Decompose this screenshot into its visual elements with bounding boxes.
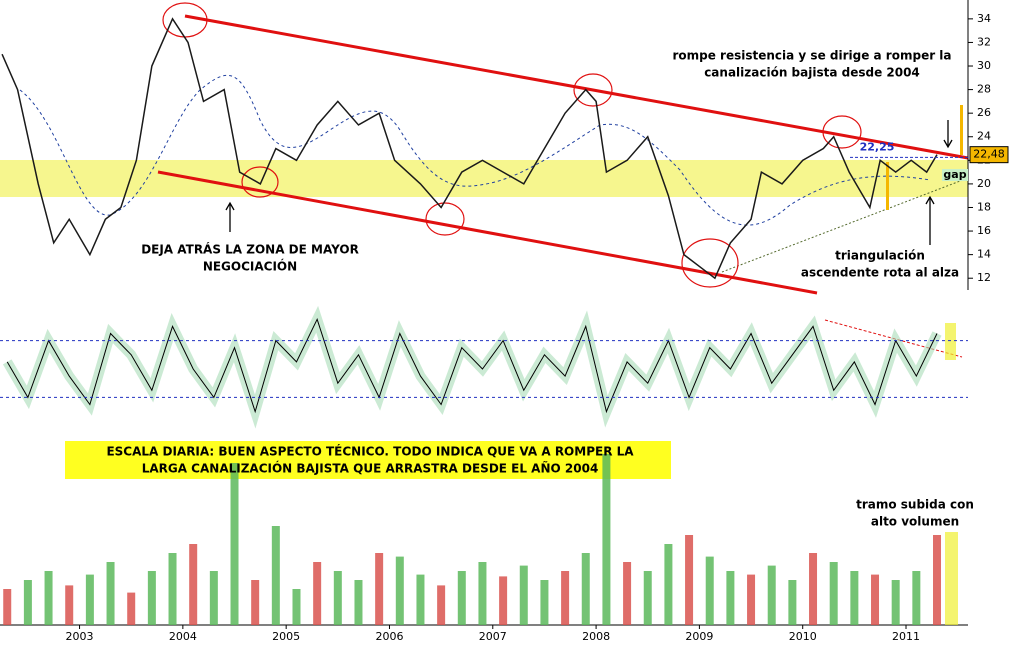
volume-bar [561,571,570,625]
volume-bar [726,571,735,625]
x-tick-label: 2009 [685,630,713,643]
y-tick-label: 28 [977,83,991,96]
volume-bar [375,553,384,625]
oscillator-line [6,317,938,414]
y-tick-label: 30 [977,59,991,72]
highlight-circles [162,2,862,288]
volume-bar [891,580,900,625]
volume-bar [499,576,508,625]
volume-bar [850,571,859,625]
summary-annotation: ESCALA DIARIA: BUEN ASPECTO TÉCNICO. TOD… [106,444,634,459]
volume-bar [65,585,74,625]
high-volume-zone [0,160,968,197]
volume-bar [933,535,942,625]
volume-bar [416,574,425,625]
summary-annotation: LARGA CANALIZACIÓN BAJISTA QUE ARRASTRA … [142,461,599,476]
y-tick-label: 12 [977,271,991,284]
volume-bar [809,553,818,625]
triangle-annotation: triangulación [835,249,925,263]
breakout-annotation: canalización bajista desde 2004 [704,66,920,80]
volume-bar [519,565,528,625]
x-tick-label: 2011 [892,630,920,643]
volume-bar [209,571,218,625]
y-tick-label: 14 [977,248,991,261]
volume-bar [313,562,322,625]
volume-bar [478,562,487,625]
price-line [1,17,938,280]
volume-bar [189,544,198,625]
volume-bar [147,571,156,625]
volume-annotation: alto volumen [871,515,959,529]
zone-annotation: NEGOCIACIÓN [203,259,297,274]
resistance-label: 22,25 [860,140,895,153]
volume-bar [643,571,652,625]
volume-bar [829,562,838,625]
volume-bar [333,571,342,625]
volume-bar [230,463,239,625]
last-price-label: 22,48 [973,148,1005,161]
triangle-annotation: ascendente rota al alza [801,266,959,280]
volume-bar [437,585,446,625]
y-tick-label: 24 [977,130,991,143]
x-tick-label: 2010 [789,630,817,643]
volume-bar [685,535,694,625]
volume-bar [581,553,590,625]
volume-bar [106,562,115,625]
x-tick-label: 2004 [169,630,197,643]
arrows [225,120,953,245]
y-tick-label: 26 [977,106,991,119]
y-tick-label: 16 [977,224,991,237]
volume-bar [395,556,404,625]
volume-bar [664,544,673,625]
gap-bars [886,105,963,210]
volume-highlight [945,532,958,625]
volume-bar [168,553,177,625]
summary-box [65,441,671,479]
x-tick-label: 2007 [479,630,507,643]
x-tick-label: 2006 [375,630,403,643]
volume-bar [457,571,466,625]
moving-average [19,74,931,226]
volume-bar [912,571,921,625]
volume-bar [788,580,797,625]
x-tick-label: 2003 [66,630,94,643]
volume-annotation: tramo subida con [856,498,974,512]
x-tick-label: 2005 [272,630,300,643]
volume-bar [747,574,756,625]
volume-bar [271,526,280,625]
volume-bar [251,580,260,625]
y-tick-label: 32 [977,35,991,48]
volume-bar [44,571,53,625]
breakout-annotation: rompe resistencia y se dirige a romper l… [672,49,951,63]
volume-bar [623,562,632,625]
gap-annotation: gap [943,168,966,181]
volume-bar [3,589,12,625]
volume-bar [540,580,549,625]
volume-bar [127,592,136,625]
volume-bar [767,565,776,625]
volume-bar [705,556,714,625]
volume-bar [23,580,32,625]
zone-annotation: DEJA ATRÁS LA ZONA DE MAYOR [141,242,359,257]
volume-bar [85,574,94,625]
last-price-box [969,146,1009,164]
y-tick-label: 20 [977,177,991,190]
x-tick-label: 2008 [582,630,610,643]
upper-channel [184,14,969,160]
gap-box [942,169,968,181]
y-tick-label: 34 [977,12,991,25]
volume-bar [602,454,611,625]
y-tick-label: 18 [977,200,991,213]
osc-highlight [945,323,956,360]
volume-bar [871,574,880,625]
volume-bar [292,589,301,625]
volume-bar [354,580,363,625]
